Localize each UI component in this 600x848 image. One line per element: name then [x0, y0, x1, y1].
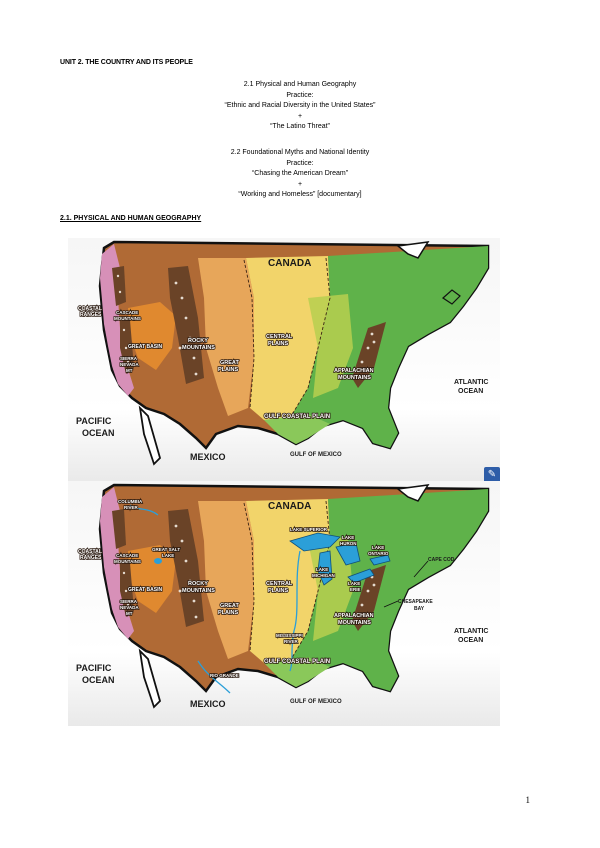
- label-rocky-mountains: MOUNTAINS: [182, 588, 215, 594]
- label-mt: MT: [126, 611, 133, 616]
- label-atlantic-ocean: OCEAN: [458, 637, 483, 644]
- unit-contents-block-1: 2.1 Physical and Human Geography Practic…: [150, 80, 450, 133]
- block1-line1: 2.1 Physical and Human Geography: [243, 81, 357, 88]
- label-atlantic-ocean: OCEAN: [458, 388, 483, 395]
- label-nevada: NEVADA: [120, 605, 139, 610]
- label-sierra: SIERRA: [120, 599, 138, 604]
- label-lake-erie-1: LAKE: [348, 581, 360, 586]
- label-appalachian-mountains: MOUNTAINS: [338, 620, 371, 626]
- label-rocky: ROCKY: [188, 581, 208, 587]
- label-great-basin: GREAT BASIN: [128, 587, 162, 593]
- label-great: GREAT: [220, 360, 239, 366]
- label-pacific: PACIFIC: [76, 663, 112, 673]
- unit-title: UNIT 2. THE COUNTRY AND ITS PEOPLE: [60, 59, 193, 66]
- label-great: GREAT: [220, 603, 239, 609]
- unit-contents-block-2: 2.2 Foundational Myths and National Iden…: [150, 148, 450, 201]
- label-lake-michigan-2: MICHIGAN: [312, 573, 335, 578]
- label-columbia-river: RIVER: [124, 505, 139, 510]
- label-mexico: MEXICO: [190, 699, 226, 709]
- label-appalachian-mountains: MOUNTAINS: [338, 375, 371, 381]
- label-columbia: COLUMBIA: [118, 499, 143, 504]
- us-physical-map-1: CANADA COASTAL RANGES CASCADE MOUNTAINS …: [68, 238, 500, 483]
- label-great-basin: GREAT BASIN: [128, 344, 162, 350]
- block2-line5: “Working and Homeless” [documentary]: [238, 191, 362, 199]
- label-appalachian: APPALACHIAN: [334, 368, 374, 374]
- label-lake-huron-1: LAKE: [342, 535, 354, 540]
- label-pacific: PACIFIC: [76, 416, 112, 426]
- label-coastal: COASTAL: [78, 549, 102, 555]
- label-cascade-mountains: MOUNTAINS: [114, 316, 141, 321]
- label-appalachian: APPALACHIAN: [334, 613, 374, 619]
- label-cape-cod: CAPE COD: [428, 557, 455, 563]
- label-gulf-coastal-plain: GULF COASTAL PLAIN: [264, 659, 330, 665]
- label-sierra: SIERRA: [120, 356, 138, 361]
- block2-line3: “Chasing the American Dream”: [251, 170, 349, 178]
- label-great-salt-lake: LAKE: [162, 553, 174, 558]
- label-chesapeake: CHESAPEAKE: [398, 599, 433, 605]
- label-mississippi: MISSISSIPPI: [276, 633, 303, 638]
- label-nevada: NEVADA: [120, 362, 139, 367]
- label-lake-huron-2: HURON: [340, 541, 357, 546]
- block2-line1: 2.2 Foundational Myths and National Iden…: [230, 149, 370, 156]
- label-cascade: CASCADE: [116, 553, 138, 558]
- block1-line5: “The Latino Threat”: [270, 123, 330, 131]
- label-chesapeake-bay: BAY: [414, 606, 425, 612]
- label-lake-erie-2: ERIE: [350, 587, 361, 592]
- label-gulf-coastal-plain: GULF COASTAL PLAIN: [264, 414, 330, 420]
- label-gulf-of-mexico: GULF OF MEXICO: [290, 699, 342, 705]
- label-canada: CANADA: [268, 501, 311, 512]
- section-heading: 2.1. PHYSICAL AND HUMAN GEOGRAPHY: [60, 215, 202, 222]
- us-physical-map-2-graphic: CANADA COLUMBIA RIVER COASTAL RANGES CAS…: [68, 481, 500, 726]
- us-physical-map-2: CANADA COLUMBIA RIVER COASTAL RANGES CAS…: [68, 481, 500, 726]
- block2-line2: Practice:: [286, 159, 314, 167]
- label-plains: PLAINS: [218, 367, 239, 373]
- page-number: 1: [525, 795, 531, 805]
- label-central-plains: PLAINS: [268, 588, 289, 594]
- label-rio-grande: RIO GRANDE: [210, 673, 239, 678]
- label-lake-ontario-1: LAKE: [372, 545, 384, 550]
- label-rocky-mountains: MOUNTAINS: [182, 345, 215, 351]
- label-ranges: RANGES: [80, 312, 102, 318]
- label-coastal: COASTAL: [78, 306, 102, 312]
- label-great-salt: GREAT SALT: [152, 547, 180, 552]
- block1-line2: Practice:: [286, 91, 314, 99]
- label-cascade-mountains: MOUNTAINS: [114, 559, 141, 564]
- us-physical-map-1-graphic: CANADA COASTAL RANGES CASCADE MOUNTAINS …: [68, 238, 500, 483]
- block1-line3: “Ethnic and Racial Diversity in the Unit…: [224, 102, 376, 110]
- label-mt: MT: [126, 368, 133, 373]
- label-central: CENTRAL: [266, 334, 293, 340]
- label-rocky: ROCKY: [188, 338, 208, 344]
- block2-line4: +: [297, 180, 303, 188]
- label-lake-michigan-1: LAKE: [316, 567, 328, 572]
- label-gulf-of-mexico: GULF OF MEXICO: [290, 452, 342, 458]
- label-lake-superior: LAKE SUPERIOR: [290, 527, 328, 532]
- label-canada: CANADA: [268, 258, 311, 269]
- label-ranges: RANGES: [80, 555, 102, 561]
- label-atlantic: ATLANTIC: [454, 379, 488, 386]
- label-mississippi-river: RIVER: [284, 639, 299, 644]
- label-mexico: MEXICO: [190, 452, 226, 462]
- label-pacific-ocean: OCEAN: [82, 675, 115, 685]
- label-pacific-ocean: OCEAN: [82, 428, 115, 438]
- label-central-plains: PLAINS: [268, 341, 289, 347]
- label-cascade: CASCADE: [116, 310, 138, 315]
- label-lake-ontario-2: ONTARIO: [368, 551, 389, 556]
- edit-image-icon[interactable]: ✎: [484, 467, 500, 483]
- block1-line4: +: [297, 112, 303, 120]
- label-central: CENTRAL: [266, 581, 293, 587]
- label-atlantic: ATLANTIC: [454, 628, 488, 635]
- label-plains: PLAINS: [218, 610, 239, 616]
